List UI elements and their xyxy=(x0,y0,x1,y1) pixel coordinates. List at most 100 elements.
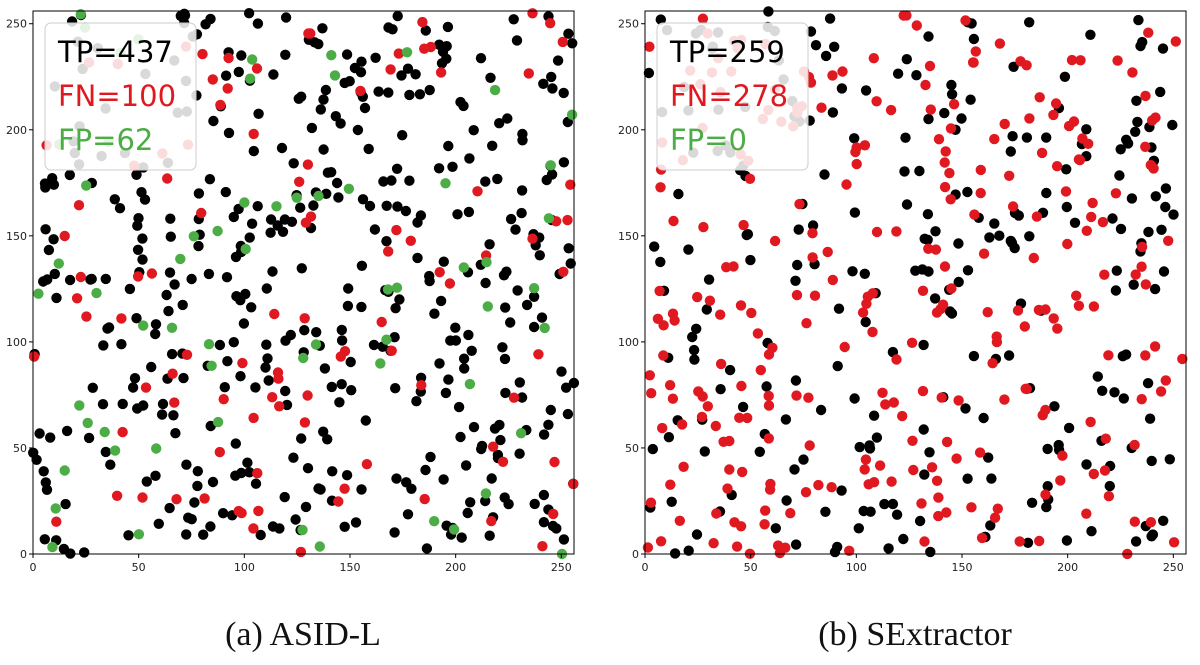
fp-point xyxy=(291,192,302,203)
tp-point xyxy=(689,354,700,365)
fn-point xyxy=(361,459,373,470)
fn-point xyxy=(1086,211,1097,223)
tp-point xyxy=(83,432,95,444)
fn-point xyxy=(844,545,855,556)
tp-point xyxy=(924,447,935,458)
fn-point xyxy=(1019,321,1030,332)
tp-point xyxy=(123,530,134,541)
fn-point xyxy=(1170,36,1182,47)
tp-point xyxy=(1110,285,1122,296)
tp-point xyxy=(899,166,910,177)
fn-point xyxy=(386,345,397,356)
tp-point xyxy=(319,363,331,374)
fp-point xyxy=(298,352,309,364)
tp-point xyxy=(387,24,398,35)
fp-point xyxy=(391,282,403,293)
fn-point xyxy=(1136,394,1147,405)
tp-point xyxy=(460,460,472,471)
fn-point xyxy=(222,83,233,94)
fn-point xyxy=(117,426,128,438)
tp-point xyxy=(341,470,353,481)
fn-point xyxy=(248,128,259,140)
fp-point xyxy=(464,378,476,390)
tp-point xyxy=(45,432,56,443)
tp-point xyxy=(43,244,55,256)
fn-point xyxy=(1052,323,1063,334)
fn-point xyxy=(785,508,796,519)
fp-point xyxy=(297,524,308,536)
tp-point xyxy=(683,545,694,556)
fn-point xyxy=(214,446,225,458)
tp-point xyxy=(1160,201,1171,213)
tp-point xyxy=(1135,40,1146,52)
tp-point xyxy=(223,127,235,139)
fn-point xyxy=(791,390,802,401)
fp-point xyxy=(515,428,527,439)
fn-point xyxy=(759,519,770,530)
tp-point xyxy=(499,492,510,503)
fn-point xyxy=(698,221,709,233)
fn-point xyxy=(1140,90,1151,102)
tp-point xyxy=(222,356,233,367)
tp-point xyxy=(1155,86,1166,98)
fp-point xyxy=(50,503,61,514)
tp-point xyxy=(378,176,389,187)
tp-point xyxy=(1009,242,1020,254)
tp-point xyxy=(350,517,362,528)
fn-point xyxy=(931,475,943,486)
tp-point xyxy=(914,515,926,527)
tp-point xyxy=(38,466,49,477)
tp-point xyxy=(336,335,348,346)
tp-point xyxy=(452,209,463,220)
fn-point xyxy=(1034,92,1045,103)
tp-point xyxy=(543,419,554,430)
tp-point xyxy=(389,527,400,538)
tp-point xyxy=(919,233,930,244)
fn-point xyxy=(1074,154,1086,166)
fn-point xyxy=(487,441,499,452)
fn-point xyxy=(548,508,559,520)
x-tick-label: 150 xyxy=(339,561,360,574)
tp-point xyxy=(994,230,1005,241)
fp-point xyxy=(343,183,355,194)
tp-point xyxy=(860,316,871,328)
fn-point xyxy=(975,164,986,176)
fn-point xyxy=(708,538,719,549)
tp-point xyxy=(150,328,161,340)
fp-point xyxy=(310,339,322,350)
tp-point xyxy=(100,446,112,458)
fn-point xyxy=(1015,56,1026,67)
fn-point xyxy=(989,133,1000,145)
fn-point xyxy=(302,390,313,401)
fp-point xyxy=(448,524,460,535)
tp-point xyxy=(514,377,525,388)
tp-point xyxy=(538,517,550,528)
fn-point xyxy=(646,388,657,399)
tp-point xyxy=(498,270,510,281)
fn-point xyxy=(827,274,838,286)
fp-point xyxy=(133,529,145,540)
fn-point xyxy=(1031,211,1043,222)
fp-point xyxy=(81,180,92,191)
tp-point xyxy=(1156,224,1167,235)
fn-point xyxy=(664,380,676,391)
tp-point xyxy=(1086,526,1097,537)
tp-point xyxy=(918,424,929,435)
tp-point xyxy=(318,144,329,155)
fn-point xyxy=(132,271,144,282)
fn-point xyxy=(744,173,756,184)
tp-point xyxy=(547,520,559,532)
tp-point xyxy=(820,506,831,517)
fn-point xyxy=(655,536,667,547)
tp-point xyxy=(986,473,997,484)
fn-point xyxy=(794,198,805,210)
fn-point xyxy=(807,252,818,263)
fn-point xyxy=(1048,109,1059,121)
fn-point xyxy=(704,295,716,306)
tp-point xyxy=(547,83,558,94)
tp-point xyxy=(1142,378,1154,389)
tp-point xyxy=(383,87,394,98)
fn-point xyxy=(697,13,709,24)
y-tick-label: 150 xyxy=(6,230,27,243)
tp-point xyxy=(272,220,283,231)
